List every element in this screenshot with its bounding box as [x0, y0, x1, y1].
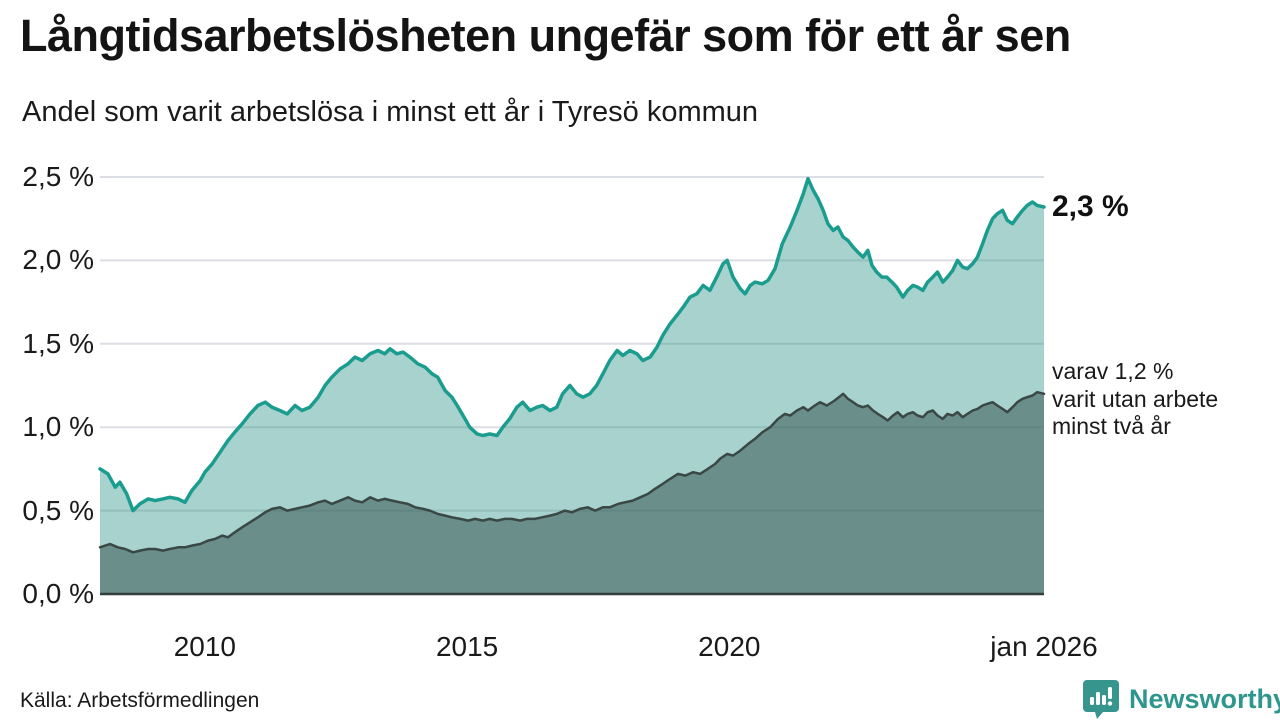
y-tick-label: 1,0 %: [22, 411, 94, 443]
y-tick-label: 2,5 %: [22, 161, 94, 192]
series-end-value-label: 2,3 %: [1052, 190, 1129, 223]
x-tick-label: 2010: [173, 631, 237, 662]
annotation-line: varav 1,2 %: [1052, 358, 1174, 384]
y-tick-label: 0,0 %: [22, 578, 94, 609]
y-tick-label: 2,0 %: [22, 244, 94, 276]
chart-title: Långtidsarbetslösheten ungefär som för e…: [20, 10, 1071, 61]
y-tick-label: 1,5 %: [22, 327, 94, 359]
x-tick-label: jan 2026: [990, 631, 1098, 662]
series-area-1: [100, 392, 1044, 594]
x-tick-label: 2015: [435, 631, 499, 662]
annotation-line: minst två år: [1052, 413, 1171, 439]
newsworthy-logo: Newsworthy: [1082, 679, 1280, 719]
chart-subtitle: Andel som varit arbetslösa i minst ett å…: [22, 96, 759, 128]
newsworthy-speech-bubble-bar-chart-icon: [1083, 680, 1119, 719]
y-tick-label: 0,5 %: [22, 494, 94, 526]
x-tick-label: 2020: [698, 631, 761, 662]
source-note: Källa: Arbetsförmedlingen: [20, 689, 260, 712]
newsworthy-wordmark: Newsworthy: [1129, 683, 1280, 714]
series-annotation-label: varav 1,2 % varit utan arbete minst två …: [1052, 358, 1218, 441]
series-line-1: [98, 390, 1046, 554]
series-line-0: [98, 176, 1046, 513]
annotation-line: varit utan arbete: [1052, 385, 1219, 412]
